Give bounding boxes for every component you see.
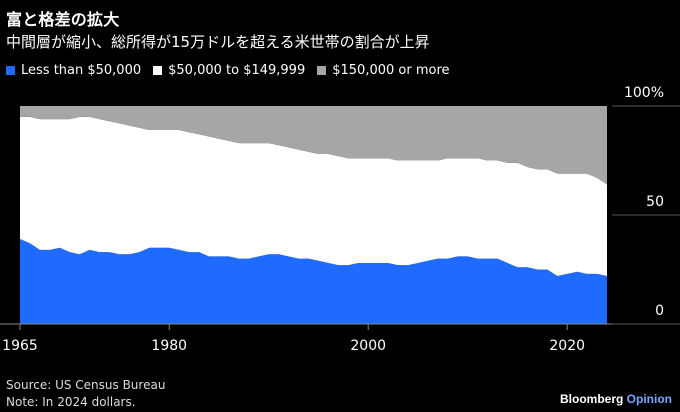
legend-swatch-high	[317, 66, 327, 75]
legend-item-low: Less than $50,000	[6, 63, 141, 78]
brand-bloomberg: Bloomberg	[559, 392, 624, 406]
x-tick-label: 1965	[2, 338, 38, 354]
x-tick-label: 2000	[350, 338, 386, 354]
y-tick-label: 100%	[624, 85, 664, 101]
brand-logo: Bloomberg Opinion	[560, 392, 672, 406]
legend-label-middle: $50,000 to $149,999	[168, 63, 306, 78]
area-low-income	[20, 239, 607, 324]
area-high-income	[20, 106, 607, 185]
brand-opinion: Opinion	[626, 392, 672, 406]
y-tick-label: 0	[655, 303, 664, 319]
legend-swatch-middle	[153, 66, 163, 75]
legend-item-high: $150,000 or more	[317, 63, 450, 78]
y-tick-label: 50	[646, 194, 664, 210]
legend-label-high: $150,000 or more	[332, 63, 450, 78]
x-tick-label: 2020	[549, 338, 585, 354]
area-middle-income	[20, 116, 607, 277]
legend-item-middle: $50,000 to $149,999	[153, 63, 305, 78]
legend-label-low: Less than $50,000	[21, 63, 142, 78]
chart-subtitle: 中間層が縮小、総所得が15万ドルを超える米世帯の割合が上昇	[6, 33, 430, 51]
source-note: Source: US Census Bureau	[6, 378, 166, 392]
stacked-area-chart: 1965 1980 2000 2020 100% 50 0	[0, 85, 680, 354]
dollar-note: Note: In 2024 dollars.	[6, 395, 136, 409]
legend: Less than $50,000 $50,000 to $149,999 $1…	[6, 63, 450, 78]
legend-swatch-low	[6, 66, 15, 75]
chart-title: 富と格差の拡大	[6, 10, 120, 29]
x-tick-label: 1980	[151, 338, 187, 354]
